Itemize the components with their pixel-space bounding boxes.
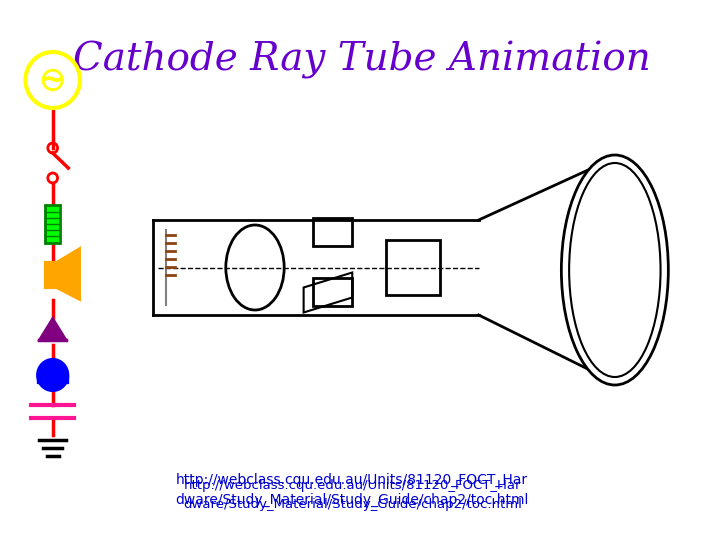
Polygon shape: [57, 248, 80, 300]
FancyBboxPatch shape: [37, 375, 68, 383]
Text: http://webclass.cqu.edu.au/Units/81120_FOCT_Har
dware/Study_Material/Study_Guide: http://webclass.cqu.edu.au/Units/81120_F…: [183, 479, 522, 511]
Text: http://webclass.cqu.edu.au/Units/81120_FOCT_Har
dware/Study_Material/Study_Guide: http://webclass.cqu.edu.au/Units/81120_F…: [176, 473, 529, 507]
Text: ~: ~: [40, 65, 66, 94]
FancyBboxPatch shape: [45, 262, 57, 288]
Text: Cathode Ray Tube Animation: Cathode Ray Tube Animation: [73, 41, 651, 79]
Circle shape: [37, 359, 68, 391]
Ellipse shape: [569, 163, 660, 377]
FancyBboxPatch shape: [45, 205, 60, 243]
Polygon shape: [39, 318, 66, 340]
Ellipse shape: [562, 155, 668, 385]
